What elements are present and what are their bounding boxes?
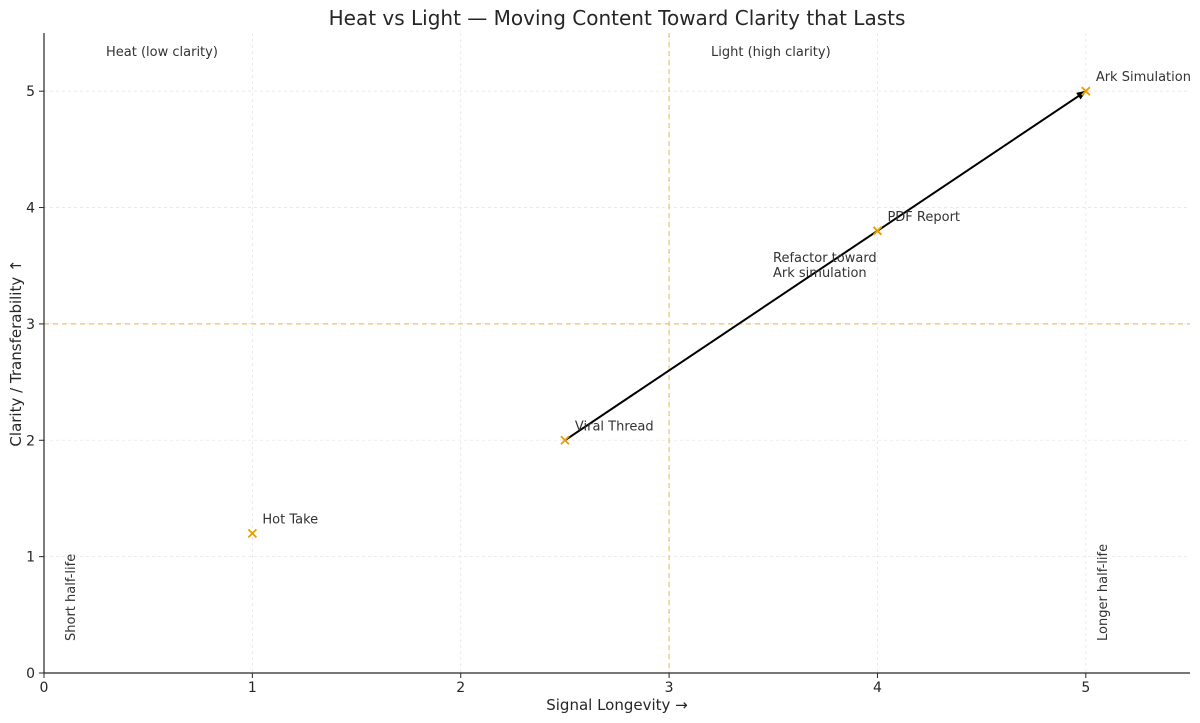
annotation-heat: Heat (low clarity) bbox=[106, 45, 218, 60]
annotation-longer-half-life: Longer half-life bbox=[1096, 544, 1111, 641]
grid bbox=[43, 33, 1190, 674]
x-axis-label: Signal Longevity → bbox=[546, 696, 688, 714]
data-point: PDF Report bbox=[872, 210, 960, 236]
refactor-arrow bbox=[564, 90, 1087, 442]
x-tick-label: 4 bbox=[873, 680, 882, 696]
x-tick-label: 1 bbox=[248, 680, 257, 696]
y-axis-label: Clarity / Transferability ↑ bbox=[7, 259, 25, 446]
point-label: PDF Report bbox=[887, 210, 960, 225]
points: Hot Take Viral Thread PDF Report Ark Simula… bbox=[247, 70, 1191, 539]
data-point: Ark Simulation bbox=[1081, 70, 1191, 96]
threshold-lines bbox=[44, 33, 1190, 673]
point-marker bbox=[560, 435, 570, 445]
point-label: Ark Simulation bbox=[1096, 70, 1191, 85]
y-tick-label: 1 bbox=[26, 550, 35, 566]
annotation-short-half-life: Short half-life bbox=[64, 554, 79, 641]
y-tick-label: 3 bbox=[26, 317, 35, 333]
x-tick-label: 0 bbox=[40, 680, 49, 696]
annotation-light: Light (high clarity) bbox=[711, 45, 831, 60]
y-tick-label: 5 bbox=[26, 84, 35, 100]
y-tick-label: 0 bbox=[26, 666, 35, 682]
annotation-refactor-line1: Refactor toward bbox=[773, 251, 877, 266]
arrow-layer bbox=[564, 90, 1087, 442]
y-tick-label: 4 bbox=[26, 201, 35, 217]
point-marker bbox=[1081, 86, 1091, 96]
annotation-refactor-line2: Ark simulation bbox=[773, 266, 867, 281]
ticks: 0 1 2 3 4 5 0 1 2 3 4 5 bbox=[26, 84, 1090, 696]
data-point: Viral Thread bbox=[560, 419, 654, 445]
point-label: Viral Thread bbox=[575, 419, 654, 434]
y-tick-label: 2 bbox=[26, 433, 35, 449]
x-tick-label: 5 bbox=[1081, 680, 1090, 696]
data-point: Hot Take bbox=[247, 512, 318, 539]
point-marker bbox=[872, 226, 883, 236]
point-label: Hot Take bbox=[262, 512, 318, 527]
x-tick-label: 2 bbox=[456, 680, 465, 696]
point-marker bbox=[247, 528, 258, 539]
x-tick-label: 3 bbox=[665, 680, 674, 696]
chart-title: Heat vs Light — Moving Content Toward Cl… bbox=[329, 6, 906, 30]
